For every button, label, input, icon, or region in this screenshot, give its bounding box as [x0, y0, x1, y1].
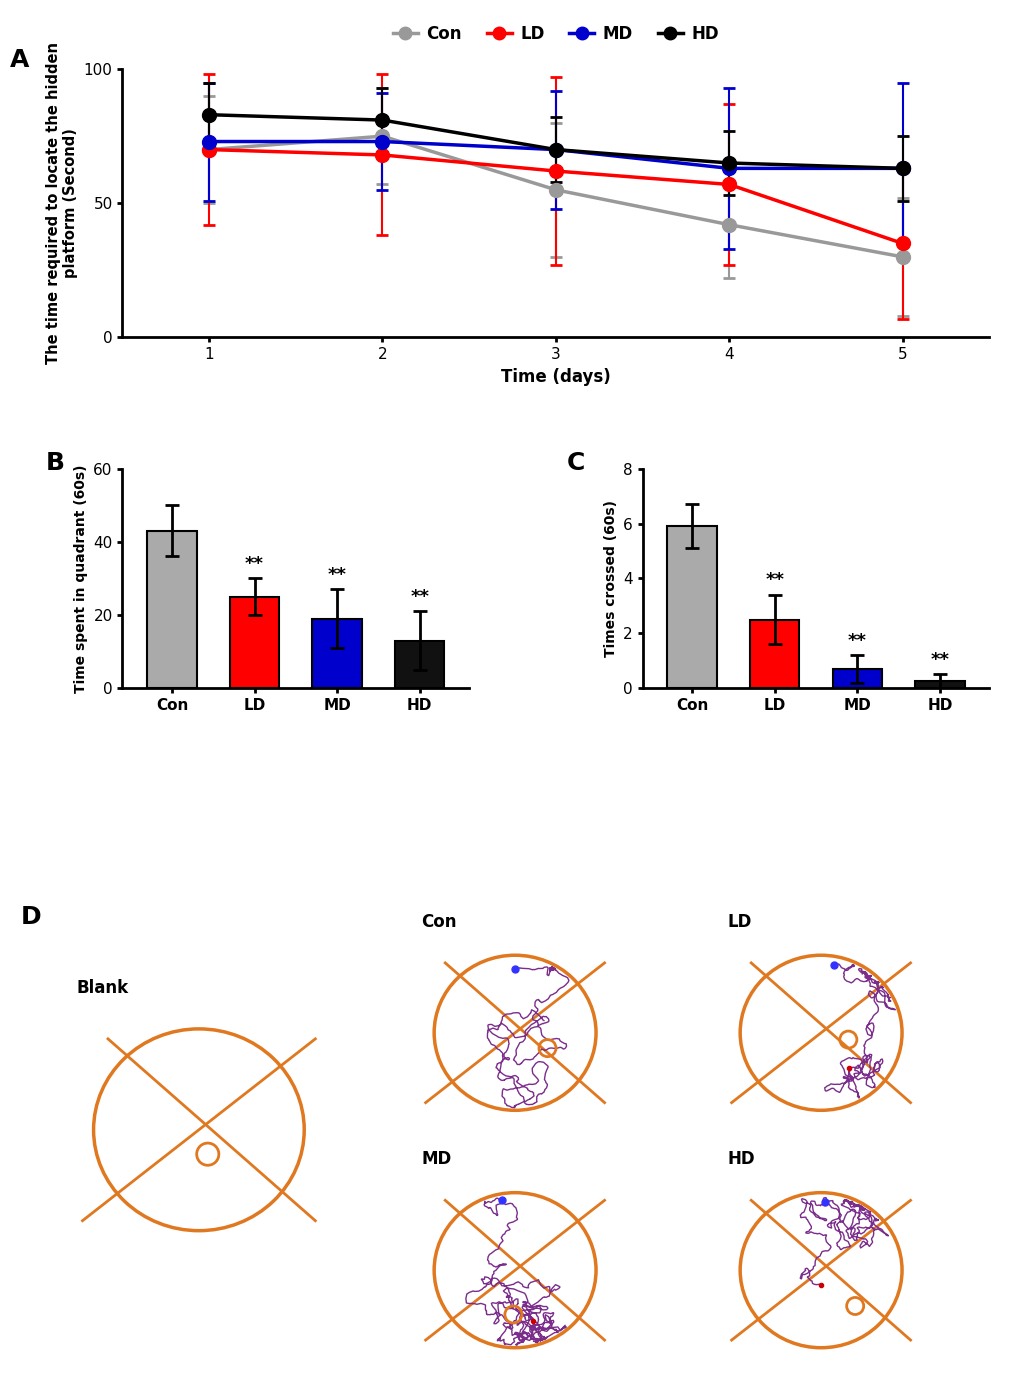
- Bar: [832, 669, 881, 688]
- Ellipse shape: [740, 1193, 901, 1347]
- Bar: [914, 681, 964, 688]
- Ellipse shape: [434, 1193, 595, 1347]
- Text: C: C: [566, 451, 584, 475]
- Text: **: **: [327, 565, 346, 585]
- Bar: [312, 619, 362, 688]
- Text: **: **: [847, 632, 866, 650]
- Text: B: B: [46, 451, 65, 475]
- Text: A: A: [9, 47, 29, 72]
- Bar: [666, 527, 716, 688]
- Text: **: **: [410, 587, 429, 605]
- Text: **: **: [929, 651, 949, 669]
- Text: Blank: Blank: [76, 980, 128, 998]
- Text: Con: Con: [421, 914, 457, 931]
- Text: LD: LD: [727, 914, 751, 931]
- Text: D: D: [20, 905, 41, 929]
- Bar: [394, 641, 444, 688]
- Legend: Con, LD, MD, HD: Con, LD, MD, HD: [386, 18, 725, 50]
- Text: HD: HD: [727, 1150, 754, 1168]
- Ellipse shape: [434, 955, 595, 1110]
- Text: MD: MD: [421, 1150, 450, 1168]
- Text: **: **: [245, 556, 264, 574]
- Ellipse shape: [740, 955, 901, 1110]
- Bar: [229, 597, 279, 688]
- Y-axis label: Time spent in quadrant (60s): Time spent in quadrant (60s): [73, 464, 88, 692]
- Text: **: **: [764, 571, 784, 589]
- Bar: [147, 531, 197, 688]
- Y-axis label: The time required to locate the hidden
platform (Second): The time required to locate the hidden p…: [46, 43, 78, 365]
- Ellipse shape: [94, 1028, 304, 1231]
- X-axis label: Time (days): Time (days): [500, 368, 610, 386]
- Y-axis label: Times crossed (60s): Times crossed (60s): [603, 500, 616, 656]
- Bar: [749, 619, 799, 688]
